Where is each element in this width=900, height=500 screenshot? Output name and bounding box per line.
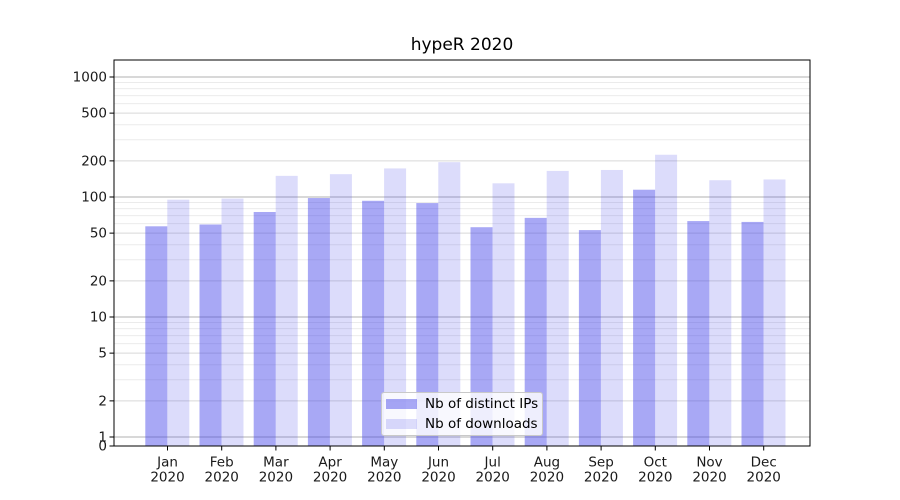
x-tick-label-year: 2020 xyxy=(584,470,618,486)
bar-distinct-ips-feb xyxy=(199,224,222,446)
bar-distinct-ips-apr xyxy=(307,198,330,446)
y-tick-label: 500 xyxy=(81,106,107,122)
bar-downloads-may xyxy=(384,168,407,447)
x-tick-label-year: 2020 xyxy=(476,470,510,486)
bar-distinct-ips-jan xyxy=(145,226,168,446)
bar-downloads-jul xyxy=(492,183,515,447)
bar-downloads-sep xyxy=(600,169,623,446)
legend-label-downloads: Nb of downloads xyxy=(425,416,538,432)
y-tick-label: 0 xyxy=(98,439,107,455)
x-tick-label-year: 2020 xyxy=(205,470,239,486)
legend-label-distinct-ips: Nb of distinct IPs xyxy=(425,396,539,412)
bar-distinct-ips-jul xyxy=(470,227,493,446)
y-tick-label: 1000 xyxy=(73,70,107,86)
bar-downloads-jun xyxy=(438,162,461,446)
legend-item-distinct-ips: Nb of distinct IPs xyxy=(386,395,542,413)
x-tick-label-month: Jul xyxy=(484,455,501,471)
bar-downloads-nov xyxy=(709,180,732,446)
x-tick-label-month: Sep xyxy=(588,455,613,471)
x-tick-label-year: 2020 xyxy=(367,470,401,486)
x-tick-label-year: 2020 xyxy=(259,470,293,486)
x-tick-label-month: Mar xyxy=(263,455,289,471)
bar-downloads-apr xyxy=(329,174,352,446)
chart-legend: Nb of distinct IPs Nb of downloads xyxy=(381,392,543,436)
x-tick-label-year: 2020 xyxy=(530,470,564,486)
x-tick-label-year: 2020 xyxy=(313,470,347,486)
bar-distinct-ips-jun xyxy=(416,203,439,446)
y-tick-label: 2 xyxy=(98,393,107,409)
bar-distinct-ips-may xyxy=(362,200,385,446)
bar-distinct-ips-nov xyxy=(687,221,710,446)
x-tick-label-year: 2020 xyxy=(692,470,726,486)
bar-downloads-aug xyxy=(546,170,569,447)
x-tick-label-month: May xyxy=(370,455,398,471)
legend-item-downloads: Nb of downloads xyxy=(386,415,542,433)
y-tick-label: 100 xyxy=(81,190,107,206)
x-tick-label-year: 2020 xyxy=(150,470,184,486)
y-tick-label: 10 xyxy=(90,310,107,326)
bar-distinct-ips-dec xyxy=(741,221,764,446)
x-tick-label-month: Nov xyxy=(696,455,722,471)
x-tick-label-month: Jun xyxy=(427,455,449,471)
bar-downloads-mar xyxy=(275,175,298,446)
y-tick-label: 200 xyxy=(81,153,107,169)
y-tick-label: 50 xyxy=(90,226,107,242)
y-tick-label: 1 xyxy=(98,430,107,446)
y-tick-label: 20 xyxy=(90,273,107,289)
x-tick-label-month: Oct xyxy=(644,455,667,471)
plot-border xyxy=(113,59,811,447)
bar-downloads-feb xyxy=(221,198,244,446)
y-tick-label: 5 xyxy=(98,346,107,362)
bar-distinct-ips-aug xyxy=(524,217,547,446)
x-tick-label-month: Jan xyxy=(156,455,178,471)
chart-title: hypeR 2020 xyxy=(410,35,514,55)
x-tick-label-year: 2020 xyxy=(638,470,672,486)
bar-downloads-dec xyxy=(763,179,786,446)
bar-downloads-jan xyxy=(167,199,190,446)
bar-distinct-ips-mar xyxy=(253,211,276,446)
legend-swatch-distinct-ips xyxy=(386,398,417,410)
x-tick-label-month: Feb xyxy=(210,455,234,471)
bar-distinct-ips-sep xyxy=(578,230,601,446)
x-tick-label-month: Apr xyxy=(318,455,342,471)
bar-downloads-oct xyxy=(655,154,678,446)
x-tick-label-year: 2020 xyxy=(747,470,781,486)
x-tick-label-month: Aug xyxy=(534,455,560,471)
x-tick-label-year: 2020 xyxy=(421,470,455,486)
x-tick-label-month: Dec xyxy=(751,455,777,471)
bar-distinct-ips-oct xyxy=(633,189,656,447)
legend-swatch-downloads xyxy=(386,418,417,430)
